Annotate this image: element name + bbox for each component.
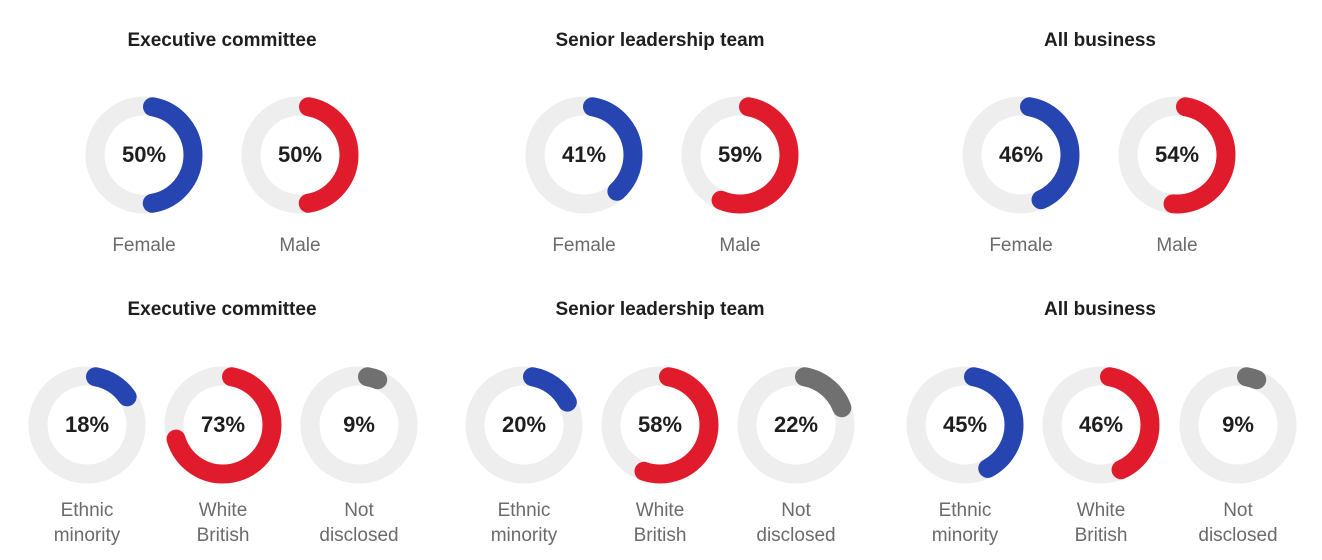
donut-percentage-label: 58% bbox=[637, 412, 683, 437]
donut-percentage-label: 50% bbox=[121, 142, 167, 167]
category-label: Female bbox=[989, 235, 1053, 256]
donut-svg bbox=[1042, 366, 1160, 484]
category-label: Ethnic minority bbox=[931, 500, 999, 546]
donut-value-arc bbox=[1118, 96, 1236, 214]
donut-svg bbox=[28, 366, 146, 484]
donut-svg bbox=[1179, 366, 1297, 484]
donut-chart: 9% bbox=[1170, 357, 1306, 493]
category-label: White British bbox=[196, 500, 250, 546]
donut-chart: 20% bbox=[456, 357, 592, 493]
chart-title: All business bbox=[1044, 299, 1156, 320]
category-label: Female bbox=[112, 235, 176, 256]
donut-svg bbox=[300, 366, 418, 484]
category-label: White British bbox=[633, 500, 687, 546]
donut-percentage-label: 9% bbox=[1222, 412, 1254, 437]
donut-svg bbox=[525, 96, 643, 214]
donut-value-arc bbox=[241, 96, 359, 214]
donut-value-arc bbox=[1042, 366, 1160, 484]
donut-percentage-label: 18% bbox=[64, 412, 110, 437]
chart-title: Executive committee bbox=[127, 30, 317, 51]
category-label: Female bbox=[552, 235, 616, 256]
donut-percentage-label: 45% bbox=[942, 412, 988, 437]
donut-svg bbox=[241, 96, 359, 214]
category-label: Not disclosed bbox=[756, 500, 836, 546]
category-label: Male bbox=[719, 235, 761, 256]
donut-chart: 22% bbox=[728, 357, 864, 493]
donut-percentage-label: 41% bbox=[561, 142, 607, 167]
donut-percentage-label: 50% bbox=[277, 142, 323, 167]
donut-percentage-label: 54% bbox=[1154, 142, 1200, 167]
donut-value-arc bbox=[164, 366, 282, 484]
donut-chart: 58% bbox=[592, 357, 728, 493]
category-label: Male bbox=[1156, 235, 1198, 256]
category-label: Ethnic minority bbox=[490, 500, 558, 546]
donut-chart: 45% bbox=[897, 357, 1033, 493]
donut-svg bbox=[906, 366, 1024, 484]
donut-svg bbox=[681, 96, 799, 214]
category-label: Not disclosed bbox=[319, 500, 399, 546]
donut-percentage-label: 9% bbox=[343, 412, 375, 437]
chart-title: Senior leadership team bbox=[555, 30, 765, 51]
donut-value-arc bbox=[85, 96, 203, 214]
donut-value-arc bbox=[300, 366, 418, 484]
category-label: Ethnic minority bbox=[53, 500, 121, 546]
donut-chart: 50% bbox=[76, 87, 212, 223]
chart-title: All business bbox=[1044, 30, 1156, 51]
donut-value-arc bbox=[962, 96, 1080, 214]
donut-chart: 9% bbox=[291, 357, 427, 493]
donut-percentage-label: 73% bbox=[200, 412, 246, 437]
category-label: White British bbox=[1074, 500, 1128, 546]
donut-percentage-label: 59% bbox=[717, 142, 763, 167]
donut-percentage-label: 46% bbox=[1078, 412, 1124, 437]
donut-svg bbox=[164, 366, 282, 484]
donut-percentage-label: 20% bbox=[501, 412, 547, 437]
donut-percentage-label: 46% bbox=[998, 142, 1044, 167]
category-label: Male bbox=[279, 235, 321, 256]
donut-value-arc bbox=[601, 366, 719, 484]
donut-chart: 46% bbox=[953, 87, 1089, 223]
donut-chart: 54% bbox=[1109, 87, 1245, 223]
donut-svg bbox=[1118, 96, 1236, 214]
donut-value-arc bbox=[906, 366, 1024, 484]
donut-svg bbox=[962, 96, 1080, 214]
donut-percentage-label: 22% bbox=[773, 412, 819, 437]
donut-chart: 41% bbox=[516, 87, 652, 223]
donut-value-arc bbox=[465, 366, 583, 484]
donut-value-arc bbox=[681, 96, 799, 214]
donut-chart: 46% bbox=[1033, 357, 1169, 493]
donut-chart: 18% bbox=[19, 357, 155, 493]
category-label: Not disclosed bbox=[1198, 500, 1278, 546]
donut-svg bbox=[465, 366, 583, 484]
chart-title: Senior leadership team bbox=[555, 299, 765, 320]
chart-title: Executive committee bbox=[127, 299, 317, 320]
donut-chart: 59% bbox=[672, 87, 808, 223]
donut-chart: 50% bbox=[232, 87, 368, 223]
donut-chart: 73% bbox=[155, 357, 291, 493]
donut-value-arc bbox=[525, 96, 643, 214]
donut-value-arc bbox=[737, 366, 855, 484]
donut-svg bbox=[85, 96, 203, 214]
donut-svg bbox=[601, 366, 719, 484]
donut-svg bbox=[737, 366, 855, 484]
donut-value-arc bbox=[1179, 366, 1297, 484]
donut-value-arc bbox=[28, 366, 146, 484]
